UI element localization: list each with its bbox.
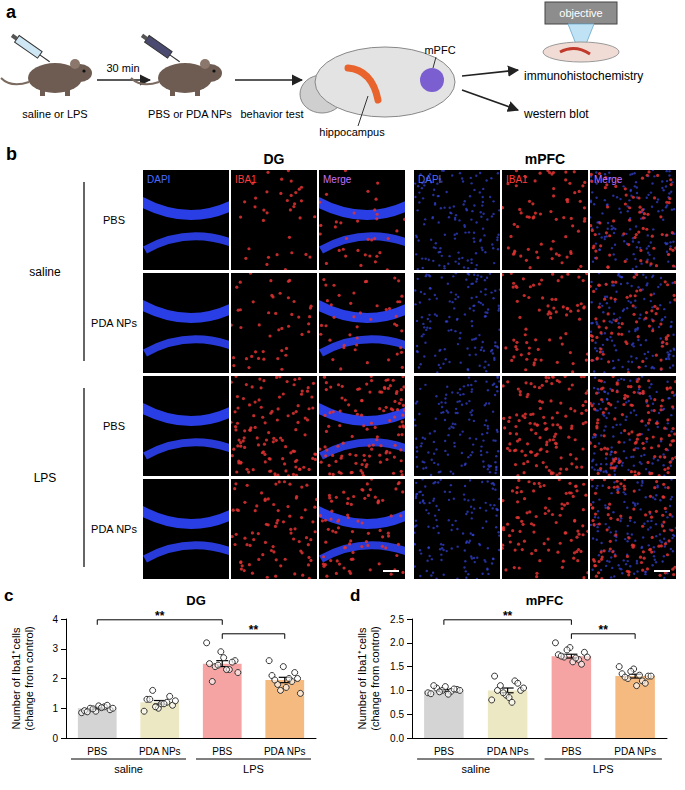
- svg-text:PBS: PBS: [434, 746, 454, 757]
- svg-text:d: d: [350, 586, 360, 605]
- svg-text:DG: DG: [264, 151, 285, 167]
- svg-text:0: 0: [52, 733, 58, 744]
- svg-text:PDA NPs: PDA NPs: [139, 746, 181, 757]
- svg-text:LPS: LPS: [593, 763, 614, 775]
- svg-text:PDA NPs: PDA NPs: [264, 746, 306, 757]
- svg-text:saline or LPS: saline or LPS: [22, 108, 87, 120]
- svg-text:saline: saline: [461, 763, 490, 775]
- svg-text:0.5: 0.5: [390, 709, 404, 720]
- svg-text:mPFC: mPFC: [526, 593, 564, 608]
- svg-text:PBS: PBS: [103, 214, 125, 226]
- svg-text:PDA NPs: PDA NPs: [487, 746, 529, 757]
- svg-text:Number of Iba1⁺cells: Number of Iba1⁺cells: [10, 627, 22, 729]
- svg-text:2.0: 2.0: [390, 637, 404, 648]
- svg-text:(change from control): (change from control): [23, 626, 35, 731]
- svg-text:hippocampus: hippocampus: [319, 126, 385, 138]
- svg-text:DG: DG: [186, 593, 206, 608]
- svg-text:b: b: [6, 144, 17, 164]
- svg-text:IBA1: IBA1: [506, 174, 528, 185]
- svg-text:PBS: PBS: [212, 746, 232, 757]
- svg-text:mPFC: mPFC: [424, 44, 455, 56]
- svg-text:western blot: western blot: [523, 107, 589, 121]
- svg-text:saline: saline: [114, 763, 143, 775]
- svg-text:1: 1: [52, 703, 58, 714]
- svg-text:PDA NPs: PDA NPs: [91, 523, 137, 535]
- svg-text:(change from control): (change from control): [369, 626, 381, 731]
- svg-text:PBS: PBS: [87, 746, 107, 757]
- svg-text:30 min: 30 min: [106, 62, 139, 74]
- svg-text:**: **: [599, 623, 609, 637]
- svg-text:a: a: [6, 2, 17, 22]
- svg-text:DAPI: DAPI: [418, 174, 441, 185]
- svg-text:4: 4: [52, 614, 58, 625]
- svg-text:**: **: [155, 609, 165, 623]
- svg-text:IBA1: IBA1: [235, 174, 257, 185]
- svg-text:Number of Iba1⁺cells: Number of Iba1⁺cells: [356, 627, 368, 729]
- svg-text:DAPI: DAPI: [147, 174, 170, 185]
- svg-text:saline: saline: [29, 265, 61, 279]
- svg-text:0.0: 0.0: [390, 733, 404, 744]
- svg-text:2.5: 2.5: [390, 614, 404, 625]
- svg-text:Merge: Merge: [594, 174, 623, 185]
- svg-text:immunohistochemistry: immunohistochemistry: [524, 69, 643, 83]
- svg-text:**: **: [503, 609, 513, 623]
- svg-text:1.5: 1.5: [390, 661, 404, 672]
- svg-text:PDA NPs: PDA NPs: [614, 746, 656, 757]
- svg-text:c: c: [4, 586, 13, 605]
- svg-text:PBS: PBS: [561, 746, 581, 757]
- svg-text:**: **: [249, 623, 259, 637]
- svg-text:Merge: Merge: [323, 174, 352, 185]
- svg-text:LPS: LPS: [34, 471, 57, 485]
- svg-text:PDA NPs: PDA NPs: [91, 317, 137, 329]
- svg-text:objective: objective: [559, 7, 602, 19]
- svg-text:1.0: 1.0: [390, 685, 404, 696]
- svg-text:2: 2: [52, 673, 58, 684]
- svg-text:PBS: PBS: [103, 420, 125, 432]
- svg-text:3: 3: [52, 643, 58, 654]
- svg-text:LPS: LPS: [243, 763, 264, 775]
- svg-text:mPFC: mPFC: [525, 151, 565, 167]
- svg-text:behavior test: behavior test: [241, 108, 304, 120]
- svg-text:PBS or PDA NPs: PBS or PDA NPs: [148, 108, 232, 120]
